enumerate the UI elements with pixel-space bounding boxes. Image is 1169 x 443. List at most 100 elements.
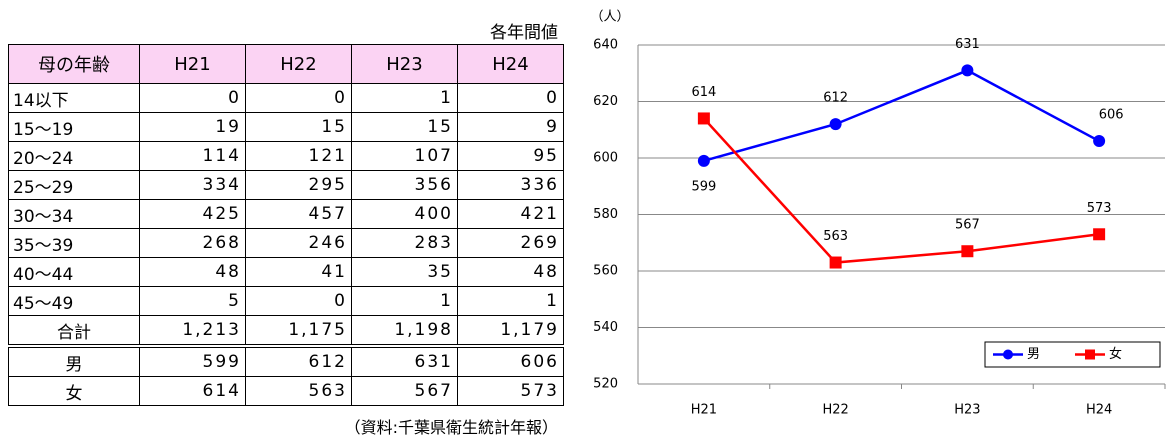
cell: 48 — [457, 257, 564, 287]
cell: 612 — [245, 345, 352, 377]
y-tick-label: 520 — [593, 377, 618, 392]
table-row: 30～34 425 457 400 421 — [8, 199, 564, 229]
table-row: 35～39 268 246 283 269 — [8, 228, 564, 258]
header-cell: H22 — [245, 44, 352, 84]
cell: 107 — [351, 141, 458, 171]
cell: 268 — [139, 228, 246, 258]
legend-label: 女 — [1109, 346, 1122, 362]
cell: 19 — [139, 112, 246, 142]
cell: 269 — [457, 228, 564, 258]
cell: 121 — [245, 141, 352, 171]
legend-label: 男 — [1027, 347, 1040, 362]
series-line — [703, 69, 1100, 163]
data-label: 614 — [691, 85, 716, 100]
cell: 1,179 — [457, 315, 564, 348]
table-row: 14以下 0 0 1 0 — [8, 83, 564, 113]
data-label: 612 — [823, 91, 848, 106]
data-label: 599 — [691, 179, 716, 194]
row-label: 30～34 — [8, 199, 140, 229]
data-label: 563 — [823, 229, 848, 244]
point — [1093, 135, 1106, 148]
data-label: 573 — [1087, 201, 1112, 216]
cell: 295 — [245, 170, 352, 200]
cell: 606 — [457, 345, 564, 377]
row-label: 男 — [8, 345, 140, 377]
cell: 48 — [139, 257, 246, 287]
table-row: 20～24 114 121 107 95 — [8, 141, 564, 171]
table-row: 15～19 19 15 15 9 — [8, 112, 564, 142]
point — [961, 245, 974, 258]
data-label: 567 — [955, 218, 980, 233]
cell: 114 — [139, 141, 246, 171]
y-tick-label: 620 — [593, 94, 618, 109]
x-tick-label: H23 — [954, 403, 980, 418]
data-label: 631 — [955, 37, 980, 52]
table-row: 合計 1,213 1,175 1,198 1,179 — [8, 315, 564, 348]
table-row: 25～29 334 295 356 336 — [8, 170, 564, 200]
cell: 336 — [457, 170, 564, 200]
point — [961, 64, 974, 77]
y-axis-label: （人） — [590, 10, 629, 25]
y-tick-label: 540 — [593, 320, 618, 335]
cell: 0 — [457, 83, 564, 113]
cell: 400 — [351, 199, 458, 229]
legend-marker — [1003, 349, 1013, 360]
cell: 573 — [457, 376, 564, 406]
row-label: 40～44 — [8, 257, 140, 287]
point — [829, 256, 842, 269]
point — [829, 118, 842, 131]
cell: 563 — [245, 376, 352, 406]
cell: 425 — [139, 199, 246, 229]
x-tick-label: H21 — [691, 403, 717, 418]
cell: 1,198 — [351, 315, 458, 348]
y-tick-label: 600 — [593, 151, 618, 166]
table-row: 男 599 612 631 606 — [8, 345, 564, 377]
cell: 421 — [457, 199, 564, 229]
cell: 0 — [139, 83, 246, 113]
cell: 15 — [245, 112, 352, 142]
header-cell: H21 — [139, 44, 246, 84]
cell: 5 — [139, 286, 246, 316]
data-label: 606 — [1099, 108, 1124, 123]
cell: 631 — [351, 345, 458, 377]
point — [697, 154, 710, 167]
cell: 334 — [139, 170, 246, 200]
y-tick-label: 580 — [593, 207, 618, 222]
cell: 95 — [457, 141, 564, 171]
row-label: 15～19 — [8, 112, 140, 142]
point — [697, 112, 710, 125]
cell: 1 — [457, 286, 564, 316]
cell: 41 — [245, 257, 352, 287]
cell: 246 — [245, 228, 352, 258]
cell: 9 — [457, 112, 564, 142]
header-cell: H24 — [457, 44, 564, 84]
row-label: 合計 — [8, 315, 140, 348]
cell: 0 — [245, 286, 352, 316]
x-tick-label: H24 — [1086, 403, 1112, 418]
row-label: 25～29 — [8, 170, 140, 200]
cell: 1,213 — [139, 315, 246, 348]
x-tick-label: H22 — [822, 403, 848, 418]
table-row: 女 614 563 567 573 — [8, 376, 564, 406]
cell: 599 — [139, 345, 246, 377]
row-label: 35～39 — [8, 228, 140, 258]
row-label: 45～49 — [8, 286, 140, 316]
cell: 0 — [245, 83, 352, 113]
cell: 15 — [351, 112, 458, 142]
table-row: 40～44 48 41 35 48 — [8, 257, 564, 287]
cell: 614 — [139, 376, 246, 406]
y-tick-label: 560 — [593, 264, 618, 279]
table-note: 各年間値 — [490, 23, 558, 43]
table-row: 45～49 5 0 1 1 — [8, 286, 564, 316]
cell: 1 — [351, 83, 458, 113]
cell: 356 — [351, 170, 458, 200]
source-note: （資料:千葉県衛生統計年報） — [344, 418, 558, 437]
row-label: 20～24 — [8, 141, 140, 171]
cell: 457 — [245, 199, 352, 229]
cell: 283 — [351, 228, 458, 258]
cell: 567 — [351, 376, 458, 406]
data-table: 母の年齢 H21 H22 H23 H24 14以下 0 0 1 0 15～19 19 15 15 9 20～2… — [8, 44, 564, 406]
cell: 1,175 — [245, 315, 352, 348]
row-label: 女 — [8, 376, 140, 406]
